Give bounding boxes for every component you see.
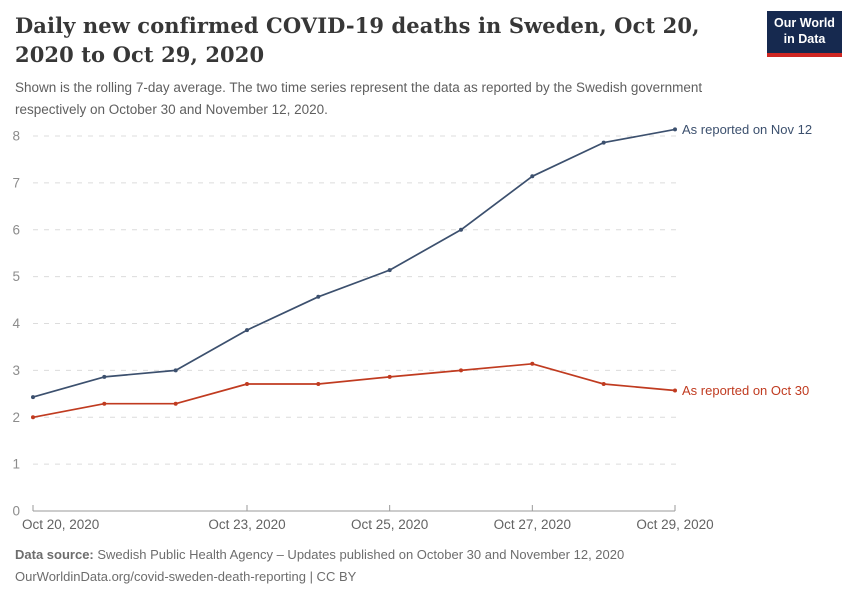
data-point-marker: [530, 361, 535, 366]
series-line: [32, 362, 676, 419]
data-point-marker: [102, 374, 107, 379]
x-tick-label: Oct 27, 2020: [494, 517, 571, 532]
series-line: [32, 128, 676, 398]
y-tick-label: 7: [12, 175, 20, 190]
data-point-marker: [601, 140, 606, 145]
y-tick-label: 1: [12, 457, 20, 472]
data-point-marker: [387, 374, 392, 379]
x-tick-label: Oct 20, 2020: [22, 517, 99, 532]
series-end-label: As reported on Nov 12: [682, 122, 812, 137]
data-point-marker: [316, 294, 321, 299]
owid-logo-line1: Our World: [774, 16, 835, 31]
data-point-marker: [245, 328, 249, 333]
y-tick-label: 2: [12, 410, 20, 425]
y-tick-label: 4: [12, 316, 20, 331]
license-line: OurWorldinData.org/covid-sweden-death-re…: [15, 569, 357, 585]
y-tick-label: 0: [12, 504, 20, 519]
y-tick-label: 6: [12, 222, 20, 237]
data-point-marker: [31, 415, 35, 420]
data-point-marker: [459, 227, 463, 232]
y-tick-label: 3: [12, 363, 20, 378]
chart-subtitle: Shown is the rolling 7-day average. The …: [15, 80, 703, 117]
line-chart: 0 1 2 3 4 5 6 7 8 Oct 20, 2020 Oct 23, 2020 Oct 25,…: [0, 118, 850, 543]
data-point-marker: [673, 127, 677, 132]
data-point-marker: [387, 268, 392, 273]
owid-logo: Our World in Data: [767, 11, 842, 57]
data-source-line: Data source: Swedish Public Health Agenc…: [15, 544, 624, 566]
series-end-label: As reported on Oct 30: [682, 383, 809, 398]
owid-logo-line2: in Data: [783, 32, 826, 46]
page-title: Daily new confirmed COVID-19 deaths in S…: [15, 13, 700, 67]
data-source-label: Data source:: [15, 547, 94, 562]
data-point-marker: [245, 382, 249, 386]
y-tick-label: 8: [12, 129, 20, 144]
chart-footer: Data source: Swedish Public Health Agenc…: [15, 544, 624, 588]
data-point-marker: [173, 368, 178, 373]
x-tick-label: Oct 29, 2020: [636, 517, 713, 532]
data-point-marker: [673, 388, 677, 393]
y-tick-label: 5: [12, 269, 20, 284]
data-point-marker: [459, 368, 463, 373]
data-point-marker: [530, 174, 535, 179]
data-point-marker: [173, 401, 178, 406]
line-chart-svg: 0 1 2 3 4 5 6 7 8 Oct 20, 2020 Oct 23, 2020 Oct 25,…: [12, 122, 812, 532]
data-point-marker: [316, 382, 321, 386]
x-tick-label: Oct 25, 2020: [351, 517, 428, 532]
data-point-marker: [601, 382, 606, 386]
data-source-text: Swedish Public Health Agency – Updates p…: [97, 547, 625, 562]
data-point-marker: [31, 395, 35, 400]
x-tick-label: Oct 23, 2020: [208, 517, 285, 532]
data-point-marker: [102, 401, 107, 406]
